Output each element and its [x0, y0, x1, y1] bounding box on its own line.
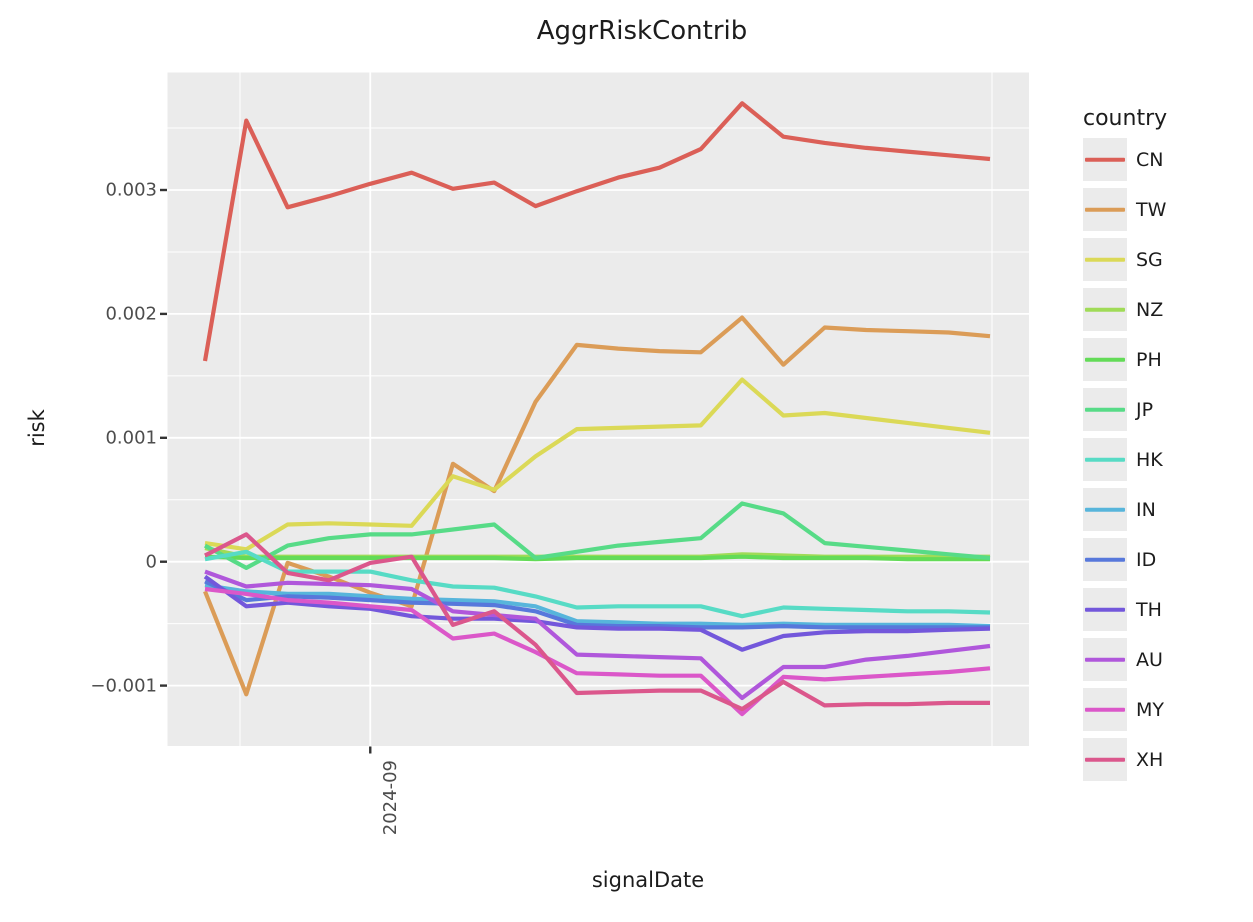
legend-key-line: [1085, 757, 1125, 762]
legend-key: [1083, 338, 1127, 381]
legend-key-line: [1085, 157, 1125, 162]
legend-key: [1083, 688, 1127, 731]
legend-key-line: [1085, 557, 1125, 562]
legend-label: NZ: [1136, 298, 1164, 321]
legend-entry-HK: HK: [1083, 438, 1166, 481]
legend-title: country: [1083, 106, 1168, 131]
series-line-JP: [204, 501, 991, 571]
legend-entry-ID: ID: [1083, 538, 1166, 581]
series-lines: [202, 101, 991, 717]
legend-key: [1083, 288, 1127, 331]
legend-key-line: [1085, 407, 1125, 412]
legend-key: [1083, 388, 1127, 431]
legend-key-line: [1085, 357, 1125, 362]
legend-label: TH: [1136, 598, 1162, 621]
series-line-IN: [204, 583, 991, 629]
plot-panel: [167, 72, 1029, 746]
legend-entry-MY: MY: [1083, 688, 1166, 731]
legend-key-line: [1085, 707, 1125, 712]
legend-entry-TH: TH: [1083, 588, 1166, 631]
legend-entry-XH: XH: [1083, 738, 1166, 781]
y-tick-label: 0.002: [105, 303, 157, 325]
series-line-MY: [204, 586, 991, 717]
series-line-TH: [203, 574, 991, 652]
legend-key: [1083, 438, 1127, 481]
legend-key: [1083, 588, 1127, 631]
legend-key-line: [1085, 507, 1125, 512]
y-axis-label: risk: [25, 409, 49, 447]
legend-entry-IN: IN: [1083, 488, 1166, 531]
legend-label: XH: [1136, 748, 1164, 771]
legend-entry-SG: SG: [1083, 238, 1166, 281]
legend-label: HK: [1136, 448, 1163, 471]
series-line-SG: [204, 377, 991, 552]
x-tick-label: 2024-09: [380, 760, 402, 836]
x-axis-label: signalDate: [591, 868, 705, 892]
series-line-PH: [204, 554, 990, 562]
legend-key: [1083, 638, 1127, 681]
series-line-CN: [202, 101, 991, 362]
legend-key: [1083, 238, 1127, 281]
legend-key: [1083, 138, 1127, 181]
legend-label: MY: [1136, 698, 1164, 721]
legend-key-line: [1085, 307, 1125, 312]
legend-key-line: [1085, 207, 1125, 212]
legend-label: IN: [1136, 498, 1156, 521]
legend-entry-JP: JP: [1083, 388, 1166, 431]
legend-label: JP: [1136, 398, 1154, 421]
y-tick-label: −0.001: [90, 675, 157, 697]
series-line-ID: [204, 579, 990, 630]
legend-key-line: [1085, 607, 1125, 612]
legend-entry-AU: AU: [1083, 638, 1166, 681]
legend-key: [1083, 488, 1127, 531]
y-tick-label: 0: [145, 551, 157, 573]
legend-label: SG: [1136, 248, 1163, 271]
y-tick-label: 0.001: [105, 427, 157, 449]
legend-label: AU: [1136, 648, 1163, 671]
legend-label: PH: [1136, 348, 1162, 371]
legend-entry-TW: TW: [1083, 188, 1166, 231]
series-line-XH: [204, 532, 990, 712]
legend: CN TW SG NZ PH JP HK IN ID TH AU MY XH: [1083, 138, 1166, 788]
series-line-HK: [204, 549, 991, 619]
y-tick-label: 0.003: [105, 179, 157, 201]
legend-key: [1083, 188, 1127, 231]
axis-ticks: [160, 188, 372, 754]
legend-entry-CN: CN: [1083, 138, 1166, 181]
legend-entry-PH: PH: [1083, 338, 1166, 381]
legend-key: [1083, 738, 1127, 781]
legend-key-line: [1085, 457, 1125, 462]
legend-label: TW: [1136, 198, 1167, 221]
legend-key: [1083, 538, 1127, 581]
legend-label: CN: [1136, 148, 1164, 171]
legend-key-line: [1085, 657, 1125, 662]
legend-key-line: [1085, 257, 1125, 262]
legend-label: ID: [1136, 548, 1157, 571]
legend-entry-NZ: NZ: [1083, 288, 1166, 331]
chart-title: AggrRiskContrib: [536, 16, 748, 46]
series-line-AU: [204, 569, 991, 701]
